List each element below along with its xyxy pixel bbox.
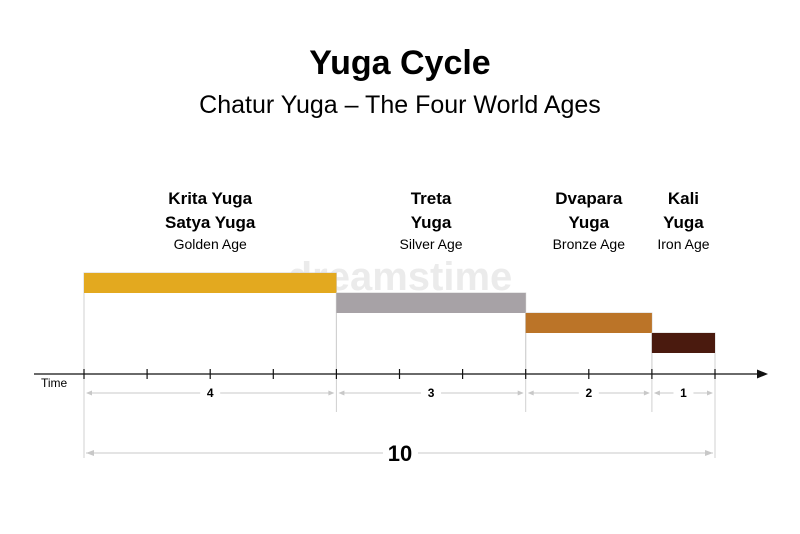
time-axis-arrow-icon bbox=[757, 369, 768, 379]
era-name: Dvapara bbox=[555, 189, 623, 208]
duration-arrow-icon bbox=[86, 390, 92, 396]
era-bar bbox=[525, 313, 652, 333]
era-bar bbox=[651, 333, 715, 353]
duration-arrow-icon bbox=[643, 390, 650, 396]
era-age: Bronze Age bbox=[553, 236, 626, 252]
era-name: Treta bbox=[411, 189, 452, 208]
era-bar bbox=[84, 273, 337, 293]
duration-arrow-icon bbox=[328, 390, 335, 396]
total-arrow-right-icon bbox=[705, 450, 713, 456]
era-name: Yuga bbox=[663, 213, 704, 232]
total-dimension: 10 bbox=[86, 441, 713, 466]
era-age: Iron Age bbox=[657, 236, 709, 252]
era-group: Krita Yuga Satya Yuga Golden Age Treta Yuga S… bbox=[83, 189, 716, 375]
era-age: Silver Age bbox=[400, 236, 463, 252]
duration-label: 1 bbox=[680, 386, 687, 400]
era-name: Kali bbox=[668, 189, 699, 208]
era-bar bbox=[336, 293, 526, 313]
axis-tick-group bbox=[83, 369, 716, 458]
duration-label: 2 bbox=[585, 386, 592, 400]
era-name: Satya Yuga bbox=[165, 213, 256, 232]
time-axis-label: Time bbox=[41, 376, 68, 390]
era-age: Golden Age bbox=[174, 236, 247, 252]
era-name: Yuga bbox=[411, 213, 452, 232]
era-name: Krita Yuga bbox=[168, 189, 252, 208]
duration-arrow-icon bbox=[338, 390, 345, 396]
era-name: Yuga bbox=[568, 213, 609, 232]
duration-arrow-icon bbox=[527, 390, 534, 396]
duration-arrow-icon bbox=[517, 390, 524, 396]
duration-label: 3 bbox=[428, 386, 435, 400]
page-title: Yuga Cycle bbox=[309, 44, 490, 82]
duration-group: 4 3 2 1 bbox=[86, 386, 713, 400]
total-arrow-left-icon bbox=[86, 450, 94, 456]
duration-label: 4 bbox=[207, 386, 214, 400]
duration-arrow-icon bbox=[707, 390, 713, 396]
total-duration-label: 10 bbox=[388, 441, 412, 466]
page-subtitle: Chatur Yuga – The Four World Ages bbox=[199, 91, 601, 119]
duration-arrow-icon bbox=[653, 390, 660, 396]
